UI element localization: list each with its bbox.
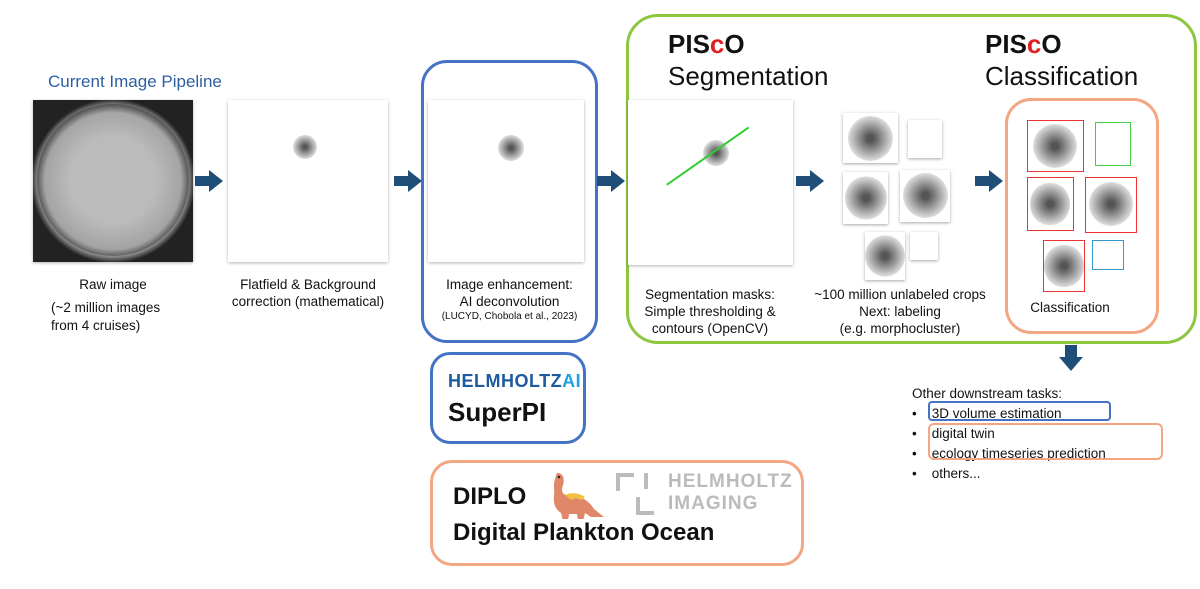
- classification-box: [1005, 98, 1159, 334]
- segmentation-caption: Segmentation masks: Simple thresholding …: [630, 286, 790, 337]
- caption-line: Flatfield & Background: [240, 277, 376, 292]
- right-arrow-icon: [394, 170, 422, 192]
- segmentation-image: [628, 100, 793, 265]
- diplo-full-name: Digital Plankton Ocean: [453, 519, 715, 546]
- list-item: • ecology timeseries prediction: [912, 446, 1106, 461]
- pisco-suffix: O: [1041, 29, 1062, 59]
- highlight-3d-volume: [928, 401, 1111, 421]
- classified-crop: [1043, 240, 1085, 292]
- raw-caption: Raw image (~2 million images from 4 crui…: [33, 276, 193, 335]
- ai-deconvolution-box: [421, 60, 598, 343]
- raw-image: [33, 100, 193, 262]
- crop: [865, 232, 905, 280]
- enhancement-caption: Image enhancement: AI deconvolution (LUC…: [421, 276, 598, 323]
- item-label: 3D volume estimation: [931, 406, 1062, 421]
- crop: [910, 232, 938, 260]
- dinosaur-icon: [553, 473, 604, 519]
- pisco-c: c: [709, 29, 725, 59]
- pisco-prefix: PIS: [668, 29, 710, 59]
- caption-line: ~100 million unlabeled crops: [814, 287, 986, 302]
- logo-ai: AI: [562, 371, 582, 391]
- flatfield-image: [228, 100, 388, 262]
- logo-line: IMAGING: [668, 493, 759, 514]
- caption-line: Next: labeling: [859, 304, 941, 319]
- classification-label: Classification: [985, 61, 1139, 91]
- caption-line: Segmentation masks:: [645, 287, 775, 302]
- highlight-digital-twin: [928, 423, 1163, 460]
- caption-line: Raw image: [79, 277, 147, 292]
- superpi-name: SuperPI: [448, 397, 547, 427]
- flatfield-caption: Flatfield & Background correction (mathe…: [218, 276, 398, 310]
- pisco-segmentation-title: PIScO Segmentation: [668, 28, 828, 92]
- crop: [843, 113, 898, 163]
- pisco-suffix: O: [724, 29, 745, 59]
- right-arrow-icon: [796, 170, 824, 192]
- crop: [908, 120, 942, 158]
- logo-text: HELMHOLTZ: [448, 371, 563, 391]
- classified-crop: [1027, 120, 1084, 172]
- pisco-classification-title: PIScO Classification: [985, 28, 1138, 92]
- caption-line: (e.g. morphocluster): [839, 321, 961, 336]
- item-label: ecology timeseries prediction: [931, 446, 1106, 461]
- diplo-box: DIPLO HELMHOLTZ IMAGING Digital Plankton…: [430, 460, 804, 566]
- list-item: • digital twin: [912, 426, 995, 441]
- crops-caption: ~100 million unlabeled crops Next: label…: [800, 286, 1000, 337]
- classified-crop: [1085, 177, 1137, 233]
- enhanced-image: [428, 100, 584, 262]
- downstream-tasks: Other downstream tasks: • 3D volume esti…: [912, 384, 1106, 484]
- downstream-title: Other downstream tasks:: [912, 386, 1063, 401]
- caption-line: Simple thresholding &: [644, 304, 776, 319]
- item-label: others...: [931, 466, 981, 481]
- caption-line: from 4 cruises): [51, 318, 141, 333]
- pisco-box: [626, 14, 1197, 344]
- right-arrow-icon: [975, 170, 1003, 192]
- down-arrow-icon: [1059, 345, 1083, 371]
- right-arrow-icon: [597, 170, 625, 192]
- pisco-prefix: PIS: [985, 29, 1027, 59]
- caption-line: (~2 million images: [51, 300, 161, 315]
- list-item: • others...: [912, 466, 981, 481]
- caption-line: correction (mathematical): [231, 294, 385, 309]
- crop: [900, 170, 950, 222]
- logo-line: HELMHOLTZ: [668, 471, 793, 492]
- item-label: digital twin: [931, 426, 995, 441]
- caption-line: Image enhancement:: [446, 277, 573, 292]
- pipeline-title: Current Image Pipeline: [48, 72, 222, 91]
- right-arrow-icon: [195, 170, 223, 192]
- citation: (LUCYD, Chobola et al., 2023): [441, 311, 578, 322]
- superpi-box: HELMHOLTZAI SuperPI: [430, 352, 586, 444]
- classification-caption: Classification: [1030, 300, 1110, 315]
- crop: [843, 172, 888, 224]
- helmholtz-imaging-logo: HELMHOLTZ IMAGING: [616, 471, 793, 515]
- pisco-c: c: [1026, 29, 1042, 59]
- caption-line: contours (OpenCV): [651, 321, 769, 336]
- diplo-name: DIPLO: [453, 483, 527, 510]
- caption-line: AI deconvolution: [459, 294, 560, 309]
- classified-crop: [1095, 122, 1131, 166]
- classified-crop: [1027, 177, 1074, 231]
- list-item: • 3D volume estimation: [912, 406, 1062, 421]
- segmentation-label: Segmentation: [668, 61, 829, 91]
- helmholtz-ai-logo: HELMHOLTZAI: [448, 371, 581, 392]
- classified-crop: [1092, 240, 1124, 270]
